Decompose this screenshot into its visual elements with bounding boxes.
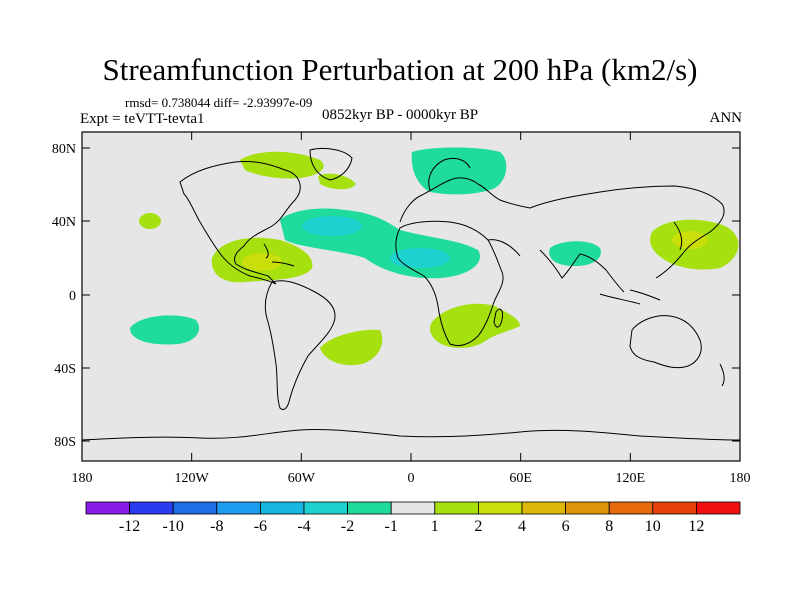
longitude-axis: 180 120W 60W 0 60E 120E 180: [72, 132, 751, 486]
anomaly-caribbean-core: [242, 253, 282, 271]
lat-tick-label: 40S: [54, 362, 76, 377]
coast-indonesia: [599, 289, 661, 305]
colorbar-box: [696, 501, 741, 515]
colorbar-label: -6: [253, 518, 268, 535]
lat-tick-label: 80N: [52, 142, 76, 157]
colorbar-box: [434, 501, 479, 515]
colorbar-label: 1: [430, 518, 439, 535]
anomaly-atlantic-core: [302, 216, 362, 236]
lon-tick-label: 180: [72, 471, 93, 486]
colorbar-box: [390, 501, 436, 515]
colorbar: [85, 501, 741, 515]
coast-north-america: [179, 161, 301, 285]
anomaly-africa-core: [390, 248, 450, 268]
experiment-line: Expt = teVTT-tevta1: [80, 111, 205, 127]
colorbar-label: -2: [340, 518, 355, 535]
lon-tick-label: 120W: [175, 471, 210, 486]
anomaly-canada-positive: [240, 151, 324, 179]
coast-madagascar: [493, 308, 503, 328]
stats-line: rmsd= 0.738044 diff= -2.93997e-09: [125, 95, 313, 110]
colorbar-label: 8: [605, 518, 614, 535]
plot-title: Streamfunction Perturbation at 200 hPa (…: [102, 52, 698, 87]
anomaly-scandinavia-negative: [411, 147, 507, 195]
coast-new-zealand: [719, 363, 725, 387]
coast-antarctica: [82, 428, 740, 441]
colorbar-label: -1: [384, 518, 398, 535]
colorbar-box: [608, 501, 654, 515]
lon-tick-label: 60E: [509, 471, 532, 486]
lon-tick-label: 180: [730, 471, 751, 486]
coast-south-america: [264, 280, 336, 411]
season-label: ANN: [709, 110, 743, 126]
anomaly-greenland-positive: [318, 173, 356, 190]
colorbar-label: 10: [644, 518, 661, 535]
colorbar-box: [85, 501, 130, 515]
colorbar-box: [347, 501, 392, 515]
lon-tick-label: 60W: [288, 471, 316, 486]
coast-greenland: [309, 147, 353, 181]
colorbar-box: [129, 501, 174, 515]
colorbar-label: -12: [118, 518, 141, 535]
coast-africa: [395, 220, 504, 347]
coast-australia: [629, 315, 702, 369]
colorbar-label: 12: [688, 518, 705, 535]
anomaly-south-atlantic-positive: [320, 329, 383, 366]
anomaly-south-pacific-negative: [130, 315, 200, 345]
colorbar-label: 2: [474, 518, 483, 535]
period-line: 0852kyr BP - 0000kyr BP: [322, 107, 479, 123]
colorbar-label: 6: [561, 518, 570, 535]
colorbar-label: -4: [297, 518, 311, 535]
coast-europe: [399, 157, 531, 223]
colorbar-label: 4: [518, 518, 526, 535]
lat-tick-label: 0: [69, 289, 76, 304]
coastlines: [82, 147, 740, 441]
anomaly-pacific-small-positive: [139, 213, 161, 229]
colorbar-box: [521, 501, 566, 515]
colorbar-box: [172, 501, 218, 515]
colorbar-box: [259, 501, 305, 515]
colorbar-box: [652, 501, 697, 515]
anomaly-india-negative: [549, 241, 601, 266]
coast-caribbean: [263, 243, 295, 267]
anomaly-southern-africa-positive: [430, 303, 520, 348]
coast-japan: [673, 221, 683, 251]
lat-tick-label: 40N: [52, 215, 76, 230]
lon-tick-label: 0: [408, 471, 415, 486]
colorbar-label: -8: [210, 518, 224, 535]
lat-tick-label: 80S: [54, 435, 76, 450]
colorbar-box: [303, 501, 348, 515]
latitude-axis: 80N 40N 0 40S 80S: [52, 142, 740, 450]
lon-tick-label: 120E: [616, 471, 646, 486]
anomaly-fields: [82, 147, 740, 441]
colorbar-label: -10: [162, 518, 184, 535]
coast-asia: [487, 185, 725, 293]
map-background: [82, 132, 740, 461]
colorbar-box: [477, 501, 523, 515]
colorbar-box: [565, 501, 610, 515]
colorbar-box: [216, 501, 261, 515]
